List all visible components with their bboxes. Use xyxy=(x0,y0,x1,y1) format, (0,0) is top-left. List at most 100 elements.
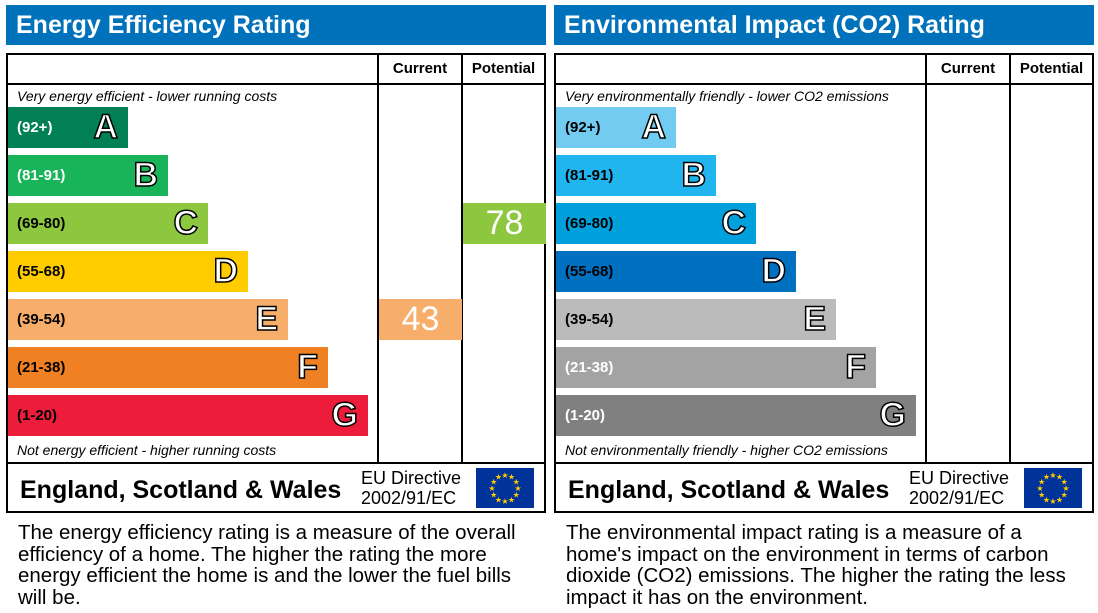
band-letter: C xyxy=(173,203,199,243)
eu-star-icon: ★ xyxy=(1061,491,1068,500)
eu-star-icon: ★ xyxy=(1056,495,1063,504)
band-letter: G xyxy=(879,395,907,435)
bottom-note: Not energy efficient - higher running co… xyxy=(17,442,277,458)
band-bar-e: (39-54) E xyxy=(8,299,288,340)
band-letter: F xyxy=(844,347,866,387)
eu-star-icon: ★ xyxy=(1038,491,1045,500)
eu-star-icon: ★ xyxy=(1061,478,1068,487)
top-note: Very energy efficient - lower running co… xyxy=(17,88,278,104)
eu-star-icon: ★ xyxy=(495,495,502,504)
band-bar-g: (1-20) G xyxy=(556,395,916,436)
country-label: England, Scotland & Wales xyxy=(20,476,342,504)
band-range: (1-20) xyxy=(17,407,58,424)
directive-line: 2002/91/EC xyxy=(361,488,457,508)
band-bar-b: (81-91) B xyxy=(556,155,716,196)
eu-star-icon: ★ xyxy=(501,471,508,480)
eu-star-icon: ★ xyxy=(501,497,508,506)
band-bar-b: (81-91) B xyxy=(8,155,168,196)
description: The energy efficiency rating is a measur… xyxy=(18,521,516,609)
column-divider xyxy=(925,55,927,464)
band-letter: C xyxy=(721,203,747,243)
rating-table: Current Potential Very energy efficient - … xyxy=(6,53,546,513)
column-divider xyxy=(461,55,463,464)
eu-directive: EU Directive 2002/91/EC xyxy=(361,468,461,508)
rating-table: Current Potential Very environmentally fri… xyxy=(554,53,1094,513)
description: The environmental impact rating is a mea… xyxy=(566,521,1066,609)
band-letter: E xyxy=(255,299,279,339)
band-bar-c: (69-80) C xyxy=(8,203,208,244)
eu-star-icon: ★ xyxy=(1056,473,1063,482)
band-bar-f: (21-38) F xyxy=(556,347,876,388)
band-range: (81-91) xyxy=(565,167,614,184)
band-bar-f: (21-38) F xyxy=(8,347,328,388)
footer-divider xyxy=(8,462,544,464)
eu-star-icon: ★ xyxy=(1038,478,1045,487)
eu-star-icon: ★ xyxy=(1043,473,1050,482)
eu-star-icon: ★ xyxy=(495,473,502,482)
eu-star-icon: ★ xyxy=(514,484,521,493)
band-bar-a: (92+) A xyxy=(8,107,128,148)
eu-directive: EU Directive 2002/91/EC xyxy=(909,468,1009,508)
country-label: England, Scotland & Wales xyxy=(568,476,890,504)
eu-star-icon: ★ xyxy=(513,478,520,487)
band-range: (92+) xyxy=(17,119,53,136)
directive-line: 2002/91/EC xyxy=(909,488,1005,508)
eu-star-icon: ★ xyxy=(1043,495,1050,504)
environmental-impact-panel: Environmental Impact (CO2) Rating Current… xyxy=(554,0,1094,613)
band-bar-d: (55-68) D xyxy=(8,251,248,292)
band-bar-a: (92+) A xyxy=(556,107,676,148)
band-letter: A xyxy=(641,107,667,147)
column-divider xyxy=(1009,55,1011,464)
eu-star-icon: ★ xyxy=(1036,484,1043,493)
eu-star-icon: ★ xyxy=(1062,484,1069,493)
band-bar-d: (55-68) D xyxy=(556,251,796,292)
band-range: (69-80) xyxy=(565,215,614,232)
current-rating: 43 xyxy=(379,299,462,340)
band-bar-e: (39-54) E xyxy=(556,299,836,340)
current-column-header: Current xyxy=(940,60,996,77)
band-letter: E xyxy=(803,299,827,339)
eu-flag-icon: ★ ★ ★ ★ ★ ★ ★ ★ ★ ★ ★ ★ xyxy=(476,468,534,508)
bottom-note: Not environmentally friendly - higher CO… xyxy=(565,442,888,458)
chart-title: Environmental Impact (CO2) Rating xyxy=(554,5,1094,45)
top-note: Very environmentally friendly - lower CO… xyxy=(565,88,889,104)
eu-star-icon: ★ xyxy=(513,491,520,500)
potential-column-header: Potential xyxy=(471,60,536,77)
header-divider xyxy=(556,83,1092,85)
band-range: (1-20) xyxy=(565,407,606,424)
header-divider xyxy=(8,83,544,85)
eu-star-icon: ★ xyxy=(488,484,495,493)
eu-star-icon: ★ xyxy=(1049,497,1056,506)
eu-star-icon: ★ xyxy=(508,495,515,504)
eu-star-icon: ★ xyxy=(490,491,497,500)
directive-line: EU Directive xyxy=(361,468,462,488)
energy-efficiency-panel: Energy Efficiency Rating Current Potential… xyxy=(6,0,546,613)
band-letter: D xyxy=(213,251,239,291)
band-range: (39-54) xyxy=(565,311,614,328)
current-column-header: Current xyxy=(392,60,448,77)
band-range: (55-68) xyxy=(565,263,614,280)
band-range: (81-91) xyxy=(17,167,66,184)
band-letter: D xyxy=(761,251,787,291)
potential-rating: 78 xyxy=(463,203,546,244)
eu-star-icon: ★ xyxy=(1049,471,1056,480)
band-range: (92+) xyxy=(565,119,601,136)
band-letter: A xyxy=(93,107,119,147)
eu-star-icon: ★ xyxy=(508,473,515,482)
band-range: (21-38) xyxy=(17,359,66,376)
band-range: (39-54) xyxy=(17,311,66,328)
band-bar-g: (1-20) G xyxy=(8,395,368,436)
band-letter: F xyxy=(296,347,318,387)
band-letter: B xyxy=(681,155,707,195)
potential-column-header: Potential xyxy=(1019,60,1084,77)
eu-star-icon: ★ xyxy=(490,478,497,487)
directive-line: EU Directive xyxy=(909,468,1010,488)
band-range: (69-80) xyxy=(17,215,66,232)
footer-divider xyxy=(556,462,1092,464)
band-letter: B xyxy=(133,155,159,195)
column-divider xyxy=(377,55,379,464)
band-letter: G xyxy=(331,395,359,435)
eu-flag-icon: ★ ★ ★ ★ ★ ★ ★ ★ ★ ★ ★ ★ xyxy=(1024,468,1082,508)
band-range: (55-68) xyxy=(17,263,66,280)
chart-title: Energy Efficiency Rating xyxy=(6,5,546,45)
